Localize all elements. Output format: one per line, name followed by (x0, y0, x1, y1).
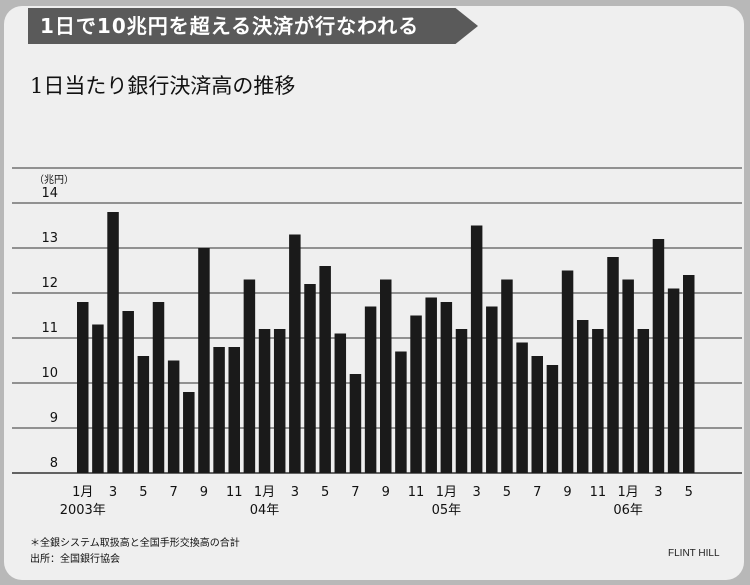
x-tick-label: 9 (200, 485, 208, 500)
x-tick-label: 5 (139, 485, 147, 500)
x-tick-label: 11 (226, 485, 243, 500)
bar (152, 302, 165, 473)
bar (273, 329, 286, 473)
headline-text: 1日で10兆円を超える決済が行なわれる (40, 14, 420, 38)
x-tick-label: 9 (563, 485, 571, 500)
x-tick-label: 11 (408, 485, 425, 500)
bar (561, 270, 574, 473)
bar (637, 329, 650, 473)
bar (334, 333, 347, 473)
bar (410, 315, 422, 473)
y-tick-label: 8 (50, 456, 58, 471)
credit-label: FLINT HILL (668, 548, 720, 559)
x-tick-label: 3 (654, 485, 662, 500)
bar (122, 311, 134, 473)
bar (576, 320, 589, 473)
bar (304, 284, 316, 473)
x-tick-label: 3 (473, 485, 481, 500)
x-tick-label: 3 (109, 485, 117, 500)
bar (349, 374, 362, 473)
bar (516, 342, 528, 473)
x-tick-label: 9 (382, 485, 390, 500)
bar (107, 212, 119, 473)
x-tick-label: 7 (351, 485, 359, 500)
x-tick-label: 1月 (72, 485, 93, 500)
bar (683, 275, 695, 473)
bar (667, 288, 680, 473)
bar (198, 248, 210, 473)
y-tick-label: 13 (41, 231, 58, 246)
bar (213, 347, 225, 473)
bar (395, 351, 407, 473)
x-year-label: 05年 (432, 503, 462, 518)
x-year-label: 2003年 (60, 503, 106, 518)
source-note: 出所：全国銀行協会 (30, 554, 120, 565)
y-tick-label: 11 (41, 321, 58, 336)
x-tick-label: 5 (685, 485, 693, 500)
footnote: ＊全銀システム取扱高と全国手形交換高の合計 (30, 538, 240, 549)
bar (501, 279, 513, 473)
bar (92, 324, 104, 473)
bar (380, 279, 392, 473)
x-tick-label: 1月 (436, 485, 457, 500)
bar (425, 297, 437, 473)
bar (531, 356, 543, 473)
x-year-label: 04年 (250, 503, 280, 518)
bar (243, 279, 256, 473)
bar (77, 302, 89, 473)
y-tick-label: 14 (41, 186, 58, 201)
bar (319, 266, 331, 473)
bar (228, 347, 240, 473)
bar (652, 239, 665, 473)
y-tick-label: 10 (41, 366, 58, 381)
bar (546, 365, 559, 473)
x-tick-label: 1月 (618, 485, 639, 500)
y-tick-label: 9 (50, 411, 58, 426)
bar (258, 329, 271, 473)
y-tick-label: 12 (41, 276, 58, 291)
chart-title: 1日当たり銀行決済高の推移 (30, 74, 296, 98)
x-tick-label: 11 (590, 485, 607, 500)
bar (137, 356, 150, 473)
headline-banner: 1日で10兆円を超える決済が行なわれる (28, 8, 478, 44)
x-tick-label: 7 (533, 485, 541, 500)
x-tick-label: 7 (170, 485, 178, 500)
x-tick-label: 3 (291, 485, 299, 500)
bar (607, 257, 619, 473)
bar (167, 360, 180, 473)
x-tick-label: 5 (503, 485, 511, 500)
bar (289, 234, 301, 473)
bar (183, 392, 195, 473)
x-tick-label: 5 (321, 485, 329, 500)
x-year-label: 06年 (613, 503, 643, 518)
bar (440, 302, 453, 473)
x-tick-label: 1月 (254, 485, 275, 500)
bar (622, 279, 634, 473)
y-axis-unit-label: （兆円） (34, 174, 74, 186)
bar (592, 329, 604, 473)
bar (455, 329, 468, 473)
bar (364, 306, 377, 473)
bar (470, 225, 483, 473)
bar (486, 306, 498, 473)
